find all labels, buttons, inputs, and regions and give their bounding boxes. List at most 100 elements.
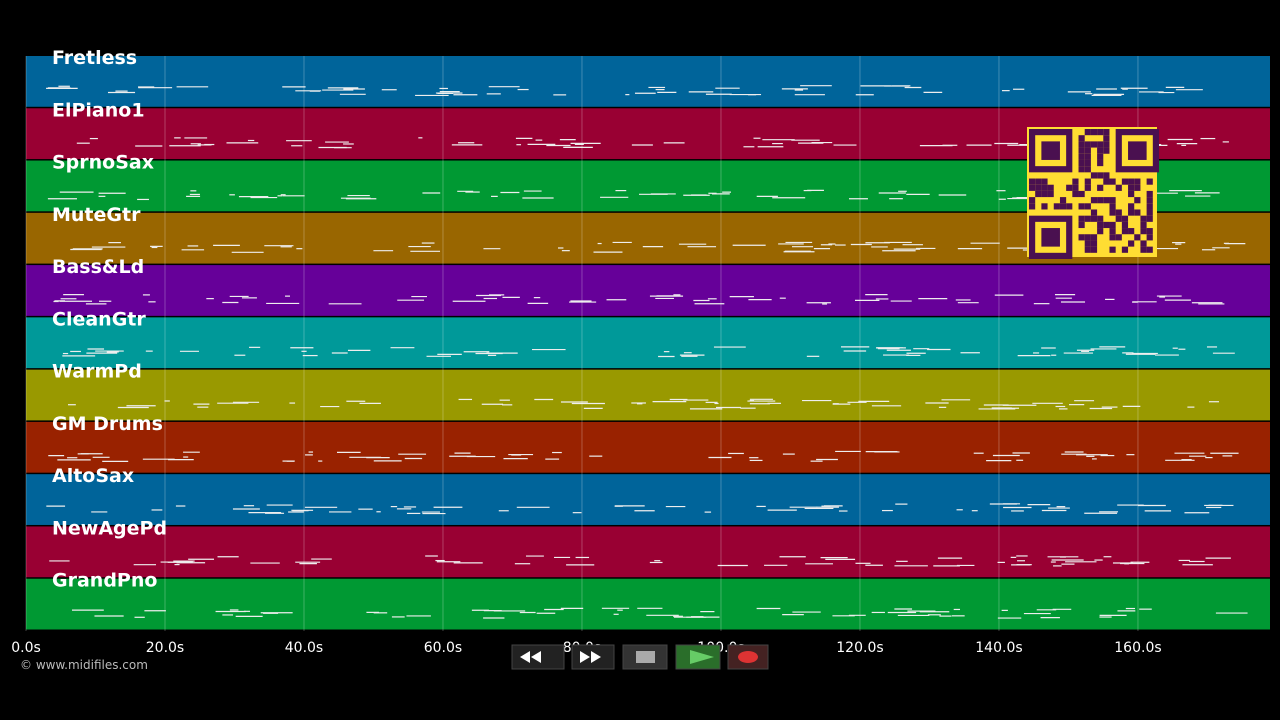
qr-cell [1072, 184, 1079, 191]
track-notes [48, 450, 1239, 463]
forward-button[interactable] [571, 644, 615, 670]
x-tick-label: 140.0s [975, 640, 1022, 656]
qr-cell [1066, 184, 1073, 191]
x-tick-label: 160.0s [1114, 640, 1161, 656]
qr-cell [1078, 234, 1085, 241]
qr-cell [1103, 141, 1110, 148]
qr-cell [1140, 215, 1147, 222]
qr-finder [1028, 215, 1073, 259]
qr-cell [1041, 178, 1048, 185]
rewind-button[interactable] [511, 644, 565, 670]
qr-cell [1090, 197, 1098, 204]
x-tick-label: 120.0s [836, 640, 883, 656]
track-name: Fretless [52, 47, 137, 69]
qr-cell [1072, 178, 1079, 185]
qr-cell [1121, 246, 1129, 253]
qr-cell [1029, 184, 1036, 191]
qr-cell [1097, 159, 1104, 167]
x-tick-label: 40.0s [285, 640, 323, 656]
track-name: NewAgePd [52, 517, 167, 539]
track-notes [62, 346, 1235, 358]
play-button[interactable] [675, 644, 721, 670]
qr-cell [1084, 203, 1091, 210]
qr-cell [1078, 141, 1085, 148]
track-name: MuteGtr [52, 204, 141, 226]
qr-cell [1078, 203, 1085, 210]
qr-cell [1066, 203, 1073, 210]
qr-cell [1041, 184, 1048, 191]
qr-cell [1146, 246, 1153, 253]
track-lane [26, 317, 1270, 369]
qr-cell [1146, 203, 1153, 210]
track-lane [26, 56, 1270, 107]
qr-cell [1097, 153, 1104, 160]
qr-cell [1090, 172, 1098, 179]
track-name: WarmPd [52, 361, 142, 383]
qr-cell [1134, 184, 1141, 191]
qr-cell [1115, 209, 1122, 216]
qr-cell [1109, 246, 1116, 253]
qr-cell [1140, 246, 1147, 253]
qr-cell [1097, 228, 1104, 235]
x-tick-label: 0.0s [11, 640, 41, 656]
qr-cell [1097, 221, 1104, 229]
qr-cell [1078, 166, 1085, 173]
qr-cell [1035, 178, 1042, 185]
qr-cell [1084, 153, 1091, 160]
track-name: SprnoSax [52, 152, 154, 174]
track-lane [26, 526, 1270, 578]
qr-cell [1134, 234, 1141, 241]
qr-cell [1078, 135, 1085, 142]
qr-cell [1059, 203, 1067, 210]
qr-cell [1084, 147, 1091, 154]
stop-button[interactable] [622, 644, 668, 670]
track-lane [26, 265, 1270, 316]
qr-cell [1128, 184, 1135, 191]
qr-cell [1146, 178, 1153, 185]
track-lane [26, 369, 1270, 421]
qr-cell [1121, 215, 1129, 222]
qr-cell [1103, 147, 1110, 154]
qr-cell [1084, 129, 1091, 136]
qr-cell [1084, 215, 1091, 222]
qr-cell [1090, 215, 1098, 222]
track-notes [53, 294, 1225, 305]
qr-finder [1041, 228, 1060, 247]
track-name: ElPiano1 [52, 99, 145, 121]
qr-cell [1078, 153, 1085, 160]
qr-cell [1084, 141, 1091, 148]
qr-cell [1035, 190, 1042, 198]
track-notes [46, 85, 1203, 97]
qr-cell [1109, 234, 1116, 241]
qr-cell [1097, 172, 1104, 179]
qr-cell [1121, 178, 1129, 185]
record-button[interactable] [727, 644, 769, 670]
qr-cell [1084, 159, 1091, 167]
qr-cell [1097, 147, 1104, 154]
qr-cell [1109, 178, 1116, 185]
qr-cell [1084, 184, 1091, 191]
qr-cell [1109, 228, 1116, 235]
qr-cell [1134, 178, 1141, 185]
qr-cell [1109, 209, 1116, 216]
qr-cell [1103, 221, 1110, 229]
track-notes [46, 503, 1234, 515]
qr-cell [1103, 178, 1110, 185]
qr-cell [1090, 246, 1098, 253]
qr-cell [1029, 178, 1036, 185]
qr-cell [1103, 197, 1110, 204]
qr-cell [1115, 184, 1122, 191]
qr-cell [1097, 129, 1104, 136]
qr-cell [1134, 209, 1141, 216]
qr-finder [1041, 141, 1060, 160]
qr-cell [1109, 221, 1116, 229]
qr-cell [1029, 197, 1036, 204]
qr-code [1027, 127, 1160, 259]
qr-cell [1090, 141, 1098, 148]
track-name: CleanGtr [52, 308, 146, 330]
qr-cell [1128, 178, 1135, 185]
qr-cell [1121, 221, 1129, 229]
qr-cell [1103, 135, 1110, 142]
